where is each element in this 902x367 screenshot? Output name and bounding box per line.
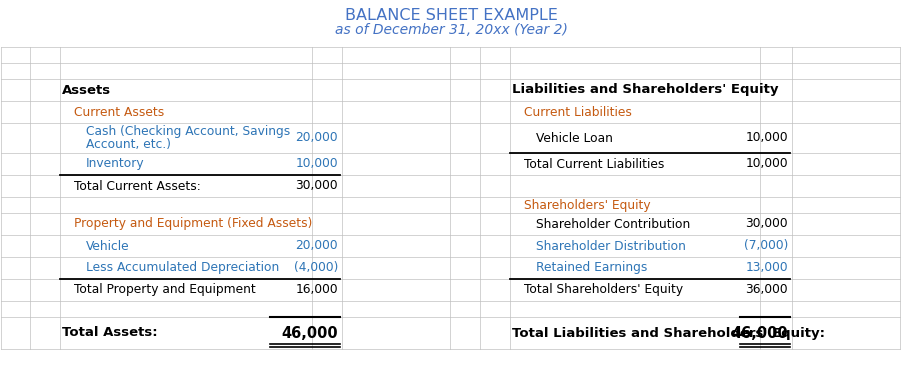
Text: Shareholder Distribution: Shareholder Distribution [536,240,686,252]
Text: Account, etc.): Account, etc.) [86,138,171,151]
Text: Total Current Assets:: Total Current Assets: [74,179,201,193]
Text: as of December 31, 20xx (Year 2): as of December 31, 20xx (Year 2) [335,23,567,37]
Text: Property and Equipment (Fixed Assets): Property and Equipment (Fixed Assets) [74,218,312,230]
Text: 13,000: 13,000 [745,262,788,275]
Text: 36,000: 36,000 [745,283,788,297]
Text: 20,000: 20,000 [295,240,338,252]
Text: 46,000: 46,000 [732,326,788,341]
Text: Total Shareholders' Equity: Total Shareholders' Equity [524,283,683,297]
Text: (4,000): (4,000) [294,262,338,275]
Text: Total Assets:: Total Assets: [62,327,158,339]
Text: Shareholders' Equity: Shareholders' Equity [524,199,650,211]
Text: Cash (Checking Account, Savings: Cash (Checking Account, Savings [86,125,290,138]
Text: Less Accumulated Depreciation: Less Accumulated Depreciation [86,262,280,275]
Text: Current Liabilities: Current Liabilities [524,105,632,119]
Text: (7,000): (7,000) [743,240,788,252]
Text: 30,000: 30,000 [745,218,788,230]
Text: Total Liabilities and Shareholders' Equity:: Total Liabilities and Shareholders' Equi… [512,327,825,339]
Text: 20,000: 20,000 [295,131,338,145]
Text: Total Current Liabilities: Total Current Liabilities [524,157,665,171]
Text: Current Assets: Current Assets [74,105,164,119]
Text: 10,000: 10,000 [745,157,788,171]
Text: Total Property and Equipment: Total Property and Equipment [74,283,256,297]
Text: Inventory: Inventory [86,157,144,171]
Text: Retained Earnings: Retained Earnings [536,262,648,275]
Text: Assets: Assets [62,84,111,97]
Text: 46,000: 46,000 [281,326,338,341]
Text: Liabilities and Shareholders' Equity: Liabilities and Shareholders' Equity [512,84,778,97]
Text: 10,000: 10,000 [295,157,338,171]
Text: Vehicle: Vehicle [86,240,130,252]
Text: 10,000: 10,000 [745,131,788,145]
Text: BALANCE SHEET EXAMPLE: BALANCE SHEET EXAMPLE [345,7,557,22]
Text: 16,000: 16,000 [295,283,338,297]
Text: Shareholder Contribution: Shareholder Contribution [536,218,690,230]
Text: 30,000: 30,000 [295,179,338,193]
Text: Vehicle Loan: Vehicle Loan [536,131,612,145]
